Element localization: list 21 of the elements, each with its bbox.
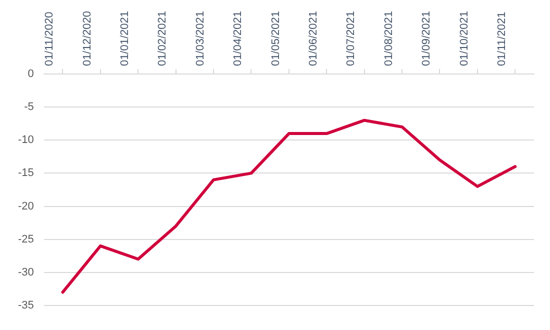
y-tick-label: -35 <box>18 299 34 312</box>
y-tick-label: -15 <box>18 167 34 180</box>
x-tick-label: 01/01/2021 <box>118 10 131 66</box>
x-tick-label: 01/05/2021 <box>270 10 282 66</box>
y-tick-label: 0 <box>28 68 34 80</box>
x-tick-label: 01/07/2021 <box>345 10 358 66</box>
x-tick-label: 01/09/2021 <box>420 10 433 66</box>
x-tick-label: 01/10/2021 <box>458 10 470 66</box>
x-tick-label: 01/06/2021 <box>307 10 320 66</box>
x-tick-label: 01/04/2021 <box>232 10 244 66</box>
y-tick-label: -5 <box>24 101 34 114</box>
x-tick-label: 01/12/2020 <box>81 10 94 66</box>
x-tick-label: 01/02/2021 <box>156 10 169 66</box>
y-tick-label: -20 <box>18 200 34 212</box>
y-tick-label: -10 <box>18 134 34 146</box>
x-tick-label: 01/08/2021 <box>382 10 395 66</box>
x-tick-label: 01/11/2020 <box>44 12 56 66</box>
x-tick-label: 01/11/2021 <box>496 12 508 66</box>
y-tick-label: -25 <box>18 233 34 246</box>
x-tick-label: 01/03/2021 <box>194 10 206 66</box>
y-tick-label: -30 <box>18 266 34 278</box>
